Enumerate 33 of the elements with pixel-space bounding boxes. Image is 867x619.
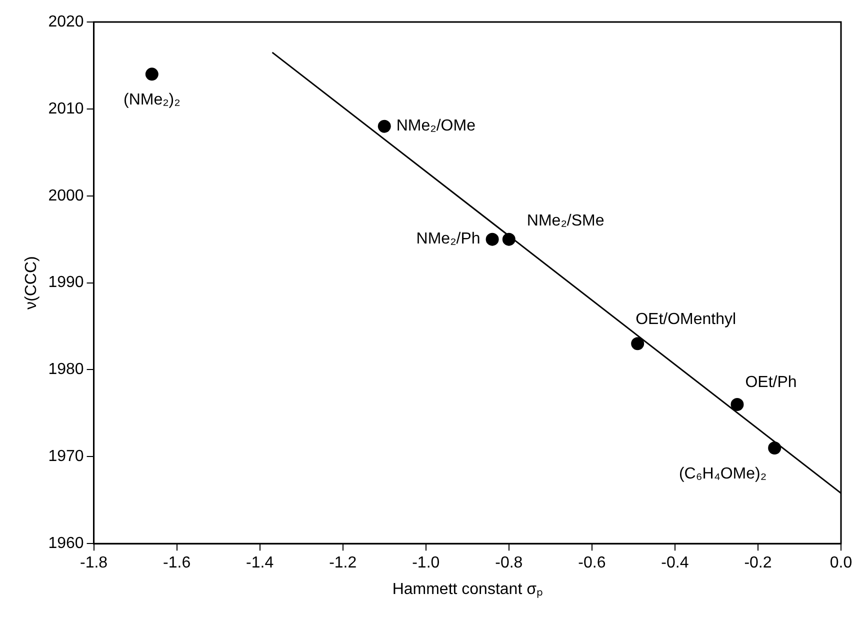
x-tick-label: -1.4 — [246, 554, 274, 572]
y-tick-label: 2000 — [48, 187, 84, 204]
y-tick-label: 1970 — [48, 448, 84, 466]
point — [502, 232, 516, 246]
point — [768, 441, 782, 454]
point — [730, 398, 744, 412]
annotation: NMe₂/OMe — [396, 118, 476, 135]
x-tick-label: -1.8 — [80, 554, 108, 572]
y-tick-label: 1980 — [48, 361, 84, 378]
point — [145, 68, 158, 81]
annotation: OEt/Ph — [745, 374, 797, 391]
x-tick-label: -0.4 — [661, 554, 689, 572]
x-tick-label: -1.2 — [329, 554, 357, 572]
x-tick-label: -0.2 — [744, 554, 772, 572]
point — [378, 120, 391, 133]
x-tick-label: -0.8 — [495, 554, 523, 572]
y-tick-label: 1960 — [48, 535, 84, 552]
x-tick-label: -1.6 — [163, 554, 191, 572]
annotation: (C₆H₄OMe)₂ — [678, 465, 767, 482]
y-axis-title: ν(CCC) — [23, 256, 40, 310]
y-tick-label: 2010 — [48, 100, 84, 118]
x-tick-label: -0.6 — [578, 554, 606, 572]
annotation: NMe₂/Ph — [416, 230, 480, 248]
point — [631, 337, 644, 350]
annotation: NMe₂/SMe — [526, 212, 604, 230]
annotation: OEt/OMenthyl — [636, 311, 736, 328]
x-axis-title: Hammett constant σₚ — [392, 580, 542, 598]
point — [486, 232, 499, 246]
x-tick-label: 0.0 — [830, 554, 852, 572]
y-tick-label: 2020 — [48, 13, 84, 30]
y-tick-label: 1990 — [48, 274, 84, 292]
annotation: (NMe₂)₂ — [123, 92, 180, 109]
x-tick-label: -1.0 — [412, 554, 440, 572]
